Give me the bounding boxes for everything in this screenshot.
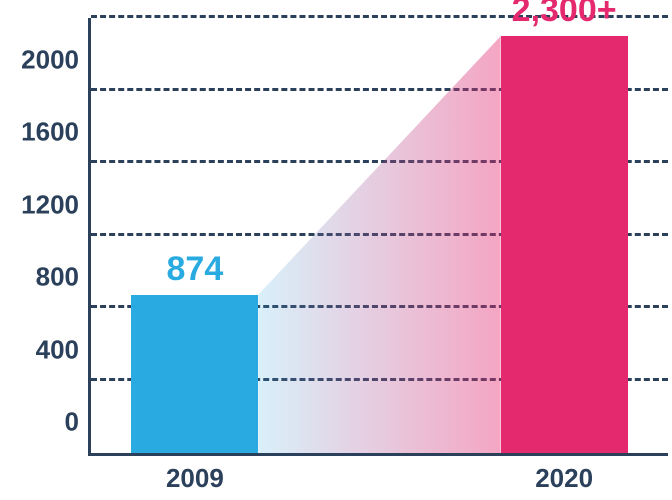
x-tick-label: 2020: [535, 453, 593, 494]
y-tick-label: 1200: [21, 189, 91, 220]
bar-chart: 0400800120016002000240087420092,300+2020: [0, 0, 672, 500]
y-tick-label: 0: [65, 407, 91, 438]
gradient-connector: [258, 36, 500, 453]
y-tick-label: 2400: [21, 0, 91, 3]
bar-value-label: 874: [79, 250, 310, 289]
plot-area: 0400800120016002000240087420092,300+2020: [88, 18, 668, 456]
bar-2020: [501, 36, 628, 453]
bar-value-label: 2,300+: [449, 0, 672, 30]
bar-2009: [131, 295, 258, 453]
x-tick-label: 2009: [166, 453, 224, 494]
y-tick-label: 400: [36, 334, 91, 365]
y-tick-label: 2000: [21, 44, 91, 75]
y-tick-label: 1600: [21, 117, 91, 148]
